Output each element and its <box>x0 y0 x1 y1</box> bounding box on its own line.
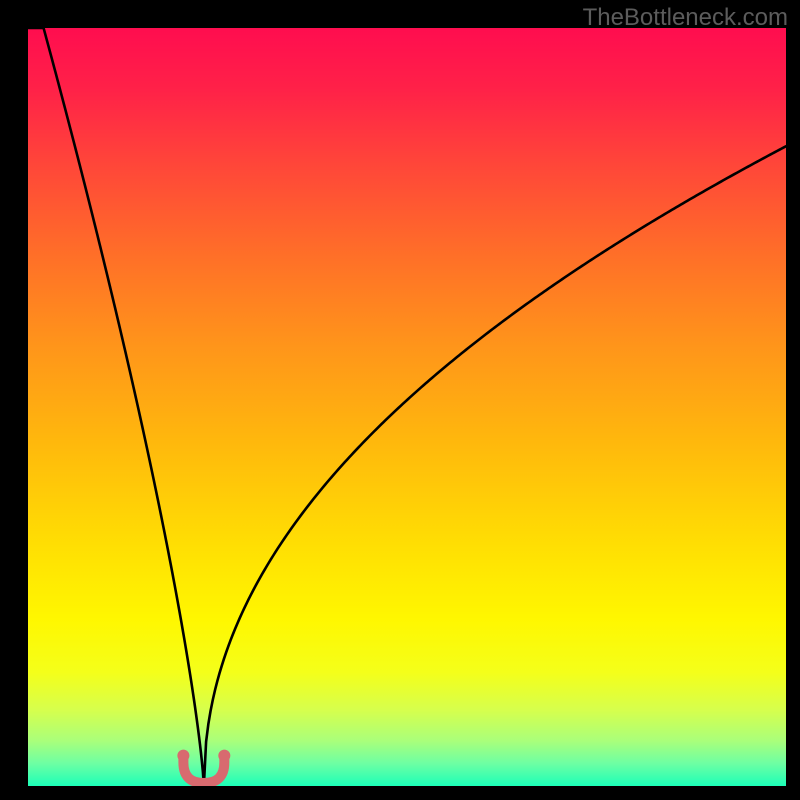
curve-layer <box>28 28 786 786</box>
plot-area <box>28 28 786 786</box>
dip-marker-dot-left <box>177 750 189 762</box>
dip-marker-dot-right <box>218 750 230 762</box>
watermark-text: TheBottleneck.com <box>583 4 788 32</box>
bottleneck-curve <box>28 28 786 786</box>
chart-stage: TheBottleneck.com <box>0 0 800 800</box>
